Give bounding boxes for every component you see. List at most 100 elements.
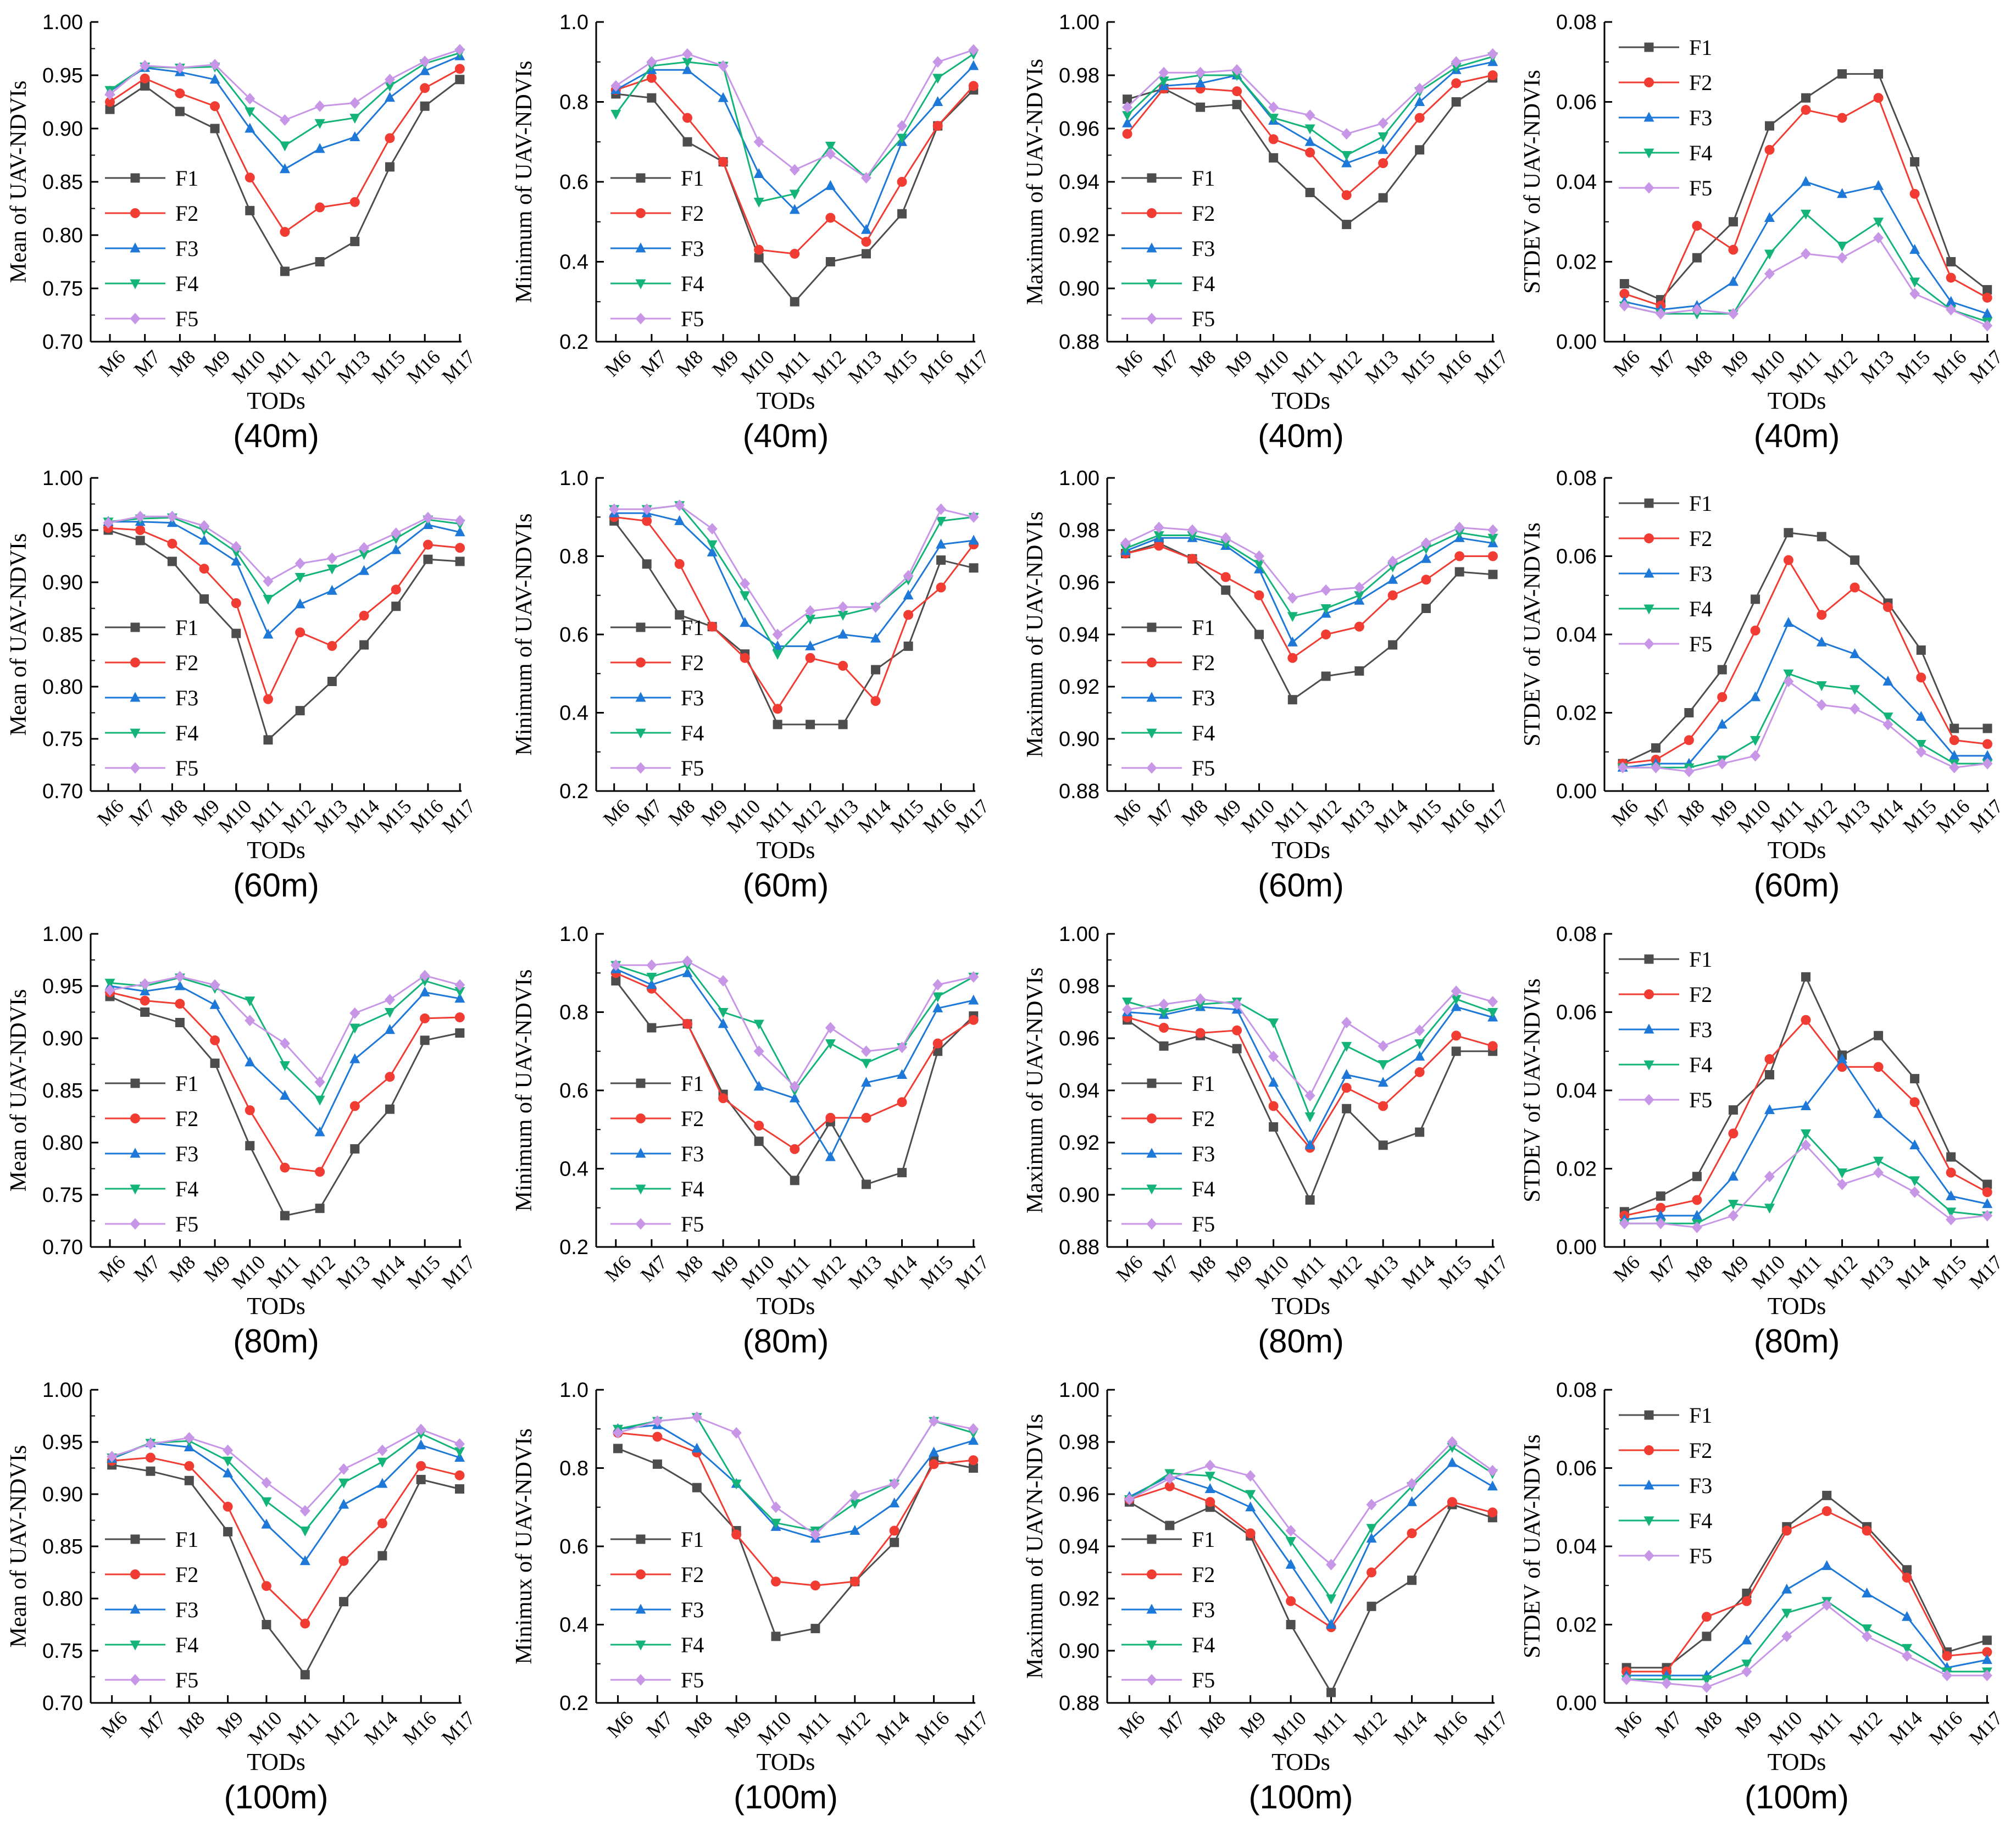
data-point [326,584,337,595]
y-axis-title: Maximum of UAV-NDVIs [1023,59,1048,305]
data-point [455,556,465,566]
x-tick-label: M8 [174,1707,209,1742]
data-point [1123,94,1132,104]
legend-marker [1644,533,1654,543]
data-point [385,1104,395,1114]
y-tick-label: 0.88 [1059,331,1099,354]
panel-title: (60m) [1258,867,1344,904]
x-tick-label: M9 [1221,1251,1257,1286]
x-tick-label: M17 [1470,795,1512,837]
data-point [825,148,836,160]
data-point [295,627,306,638]
legend-marker [635,692,646,702]
data-point [295,706,305,716]
legend-label: F5 [681,756,704,781]
data-point [419,986,430,996]
y-tick-label: 0.96 [1059,118,1099,141]
legend-label: F5 [1689,1088,1712,1112]
data-point [1187,524,1198,536]
data-point [1691,304,1702,316]
x-tick-label: M7 [1148,1251,1184,1286]
data-point [674,515,685,525]
data-point [932,121,943,131]
series-line-F1 [1626,1494,1987,1669]
data-point [707,621,718,632]
data-point [903,610,914,620]
series-line-F1 [1622,532,1987,765]
data-point [810,1529,821,1541]
data-point [968,1015,979,1025]
data-point [299,1555,310,1566]
data-point [1717,758,1728,770]
data-point [969,563,979,573]
data-point [416,1461,426,1471]
data-point [1447,1457,1458,1467]
data-point [1378,158,1389,169]
y-tick-label: 0.04 [1556,1535,1597,1558]
data-point [1910,1074,1920,1084]
data-point [1982,308,1993,318]
x-tick-label: M11 [263,346,304,387]
data-point [1378,132,1389,143]
data-point [295,598,306,609]
data-point [718,1093,729,1104]
data-point [968,1435,979,1445]
data-point [199,594,209,604]
legend-marker [130,1078,140,1088]
legend-marker [1147,208,1157,218]
panel-6: 0.20.40.60.81.0M6M7M8M9M10M11M12M13M14M1… [512,467,993,904]
data-point [314,1095,325,1106]
data-point [1451,985,1462,997]
data-point [245,996,256,1007]
data-point [338,1556,349,1566]
x-axis-title: TODs [1768,387,1826,414]
data-point [1326,1688,1336,1697]
x-tick-label: M15 [1434,1251,1476,1293]
data-point [314,1076,325,1088]
x-tick-label: M15 [1397,346,1439,387]
data-point [1942,1651,1952,1661]
data-point [359,550,370,560]
data-point [391,534,402,544]
legend-label: F4 [175,1633,198,1657]
x-tick-label: M12 [297,1251,339,1293]
y-axis-title: STDEV of UAV-NDVIs [1520,1434,1545,1658]
data-point [849,1499,860,1510]
data-point [1837,241,1848,252]
legend: F1 F2 F3 F4 F5 [610,166,704,331]
data-point [174,971,185,983]
x-tick-label: M7 [642,1707,677,1742]
data-point [790,1176,799,1185]
x-tick-label: M14 [1885,1707,1926,1748]
data-point [1304,1112,1315,1122]
data-point [1195,66,1206,79]
data-point [1268,134,1279,144]
data-point [1764,1171,1775,1183]
legend-marker [636,1078,646,1088]
x-tick-label: M16 [1434,346,1476,387]
series-line-F3 [1624,181,1988,315]
data-point [1801,1100,1812,1110]
data-point [1728,276,1739,286]
data-point [1728,217,1738,227]
data-point [1915,740,1926,750]
data-point [932,96,943,106]
x-tick-label: M13 [332,1251,374,1293]
series-line-F2 [618,1432,974,1586]
series-F4 [610,961,979,1096]
data-point [692,1483,702,1493]
data-point [1366,1524,1377,1534]
data-point [1378,193,1388,203]
data-point [1692,1172,1702,1182]
data-point [1741,1596,1752,1606]
series-F2 [1619,93,1992,311]
data-point [691,1411,702,1423]
series-line-F4 [108,516,460,600]
x-tick-label: M10 [1747,1251,1789,1293]
y-axis-title: STDEV of UAV-NDVIs [1520,70,1545,294]
data-point [210,1035,220,1045]
data-point [718,975,729,987]
series-line-F3 [1626,1564,1987,1677]
data-point [454,979,465,991]
